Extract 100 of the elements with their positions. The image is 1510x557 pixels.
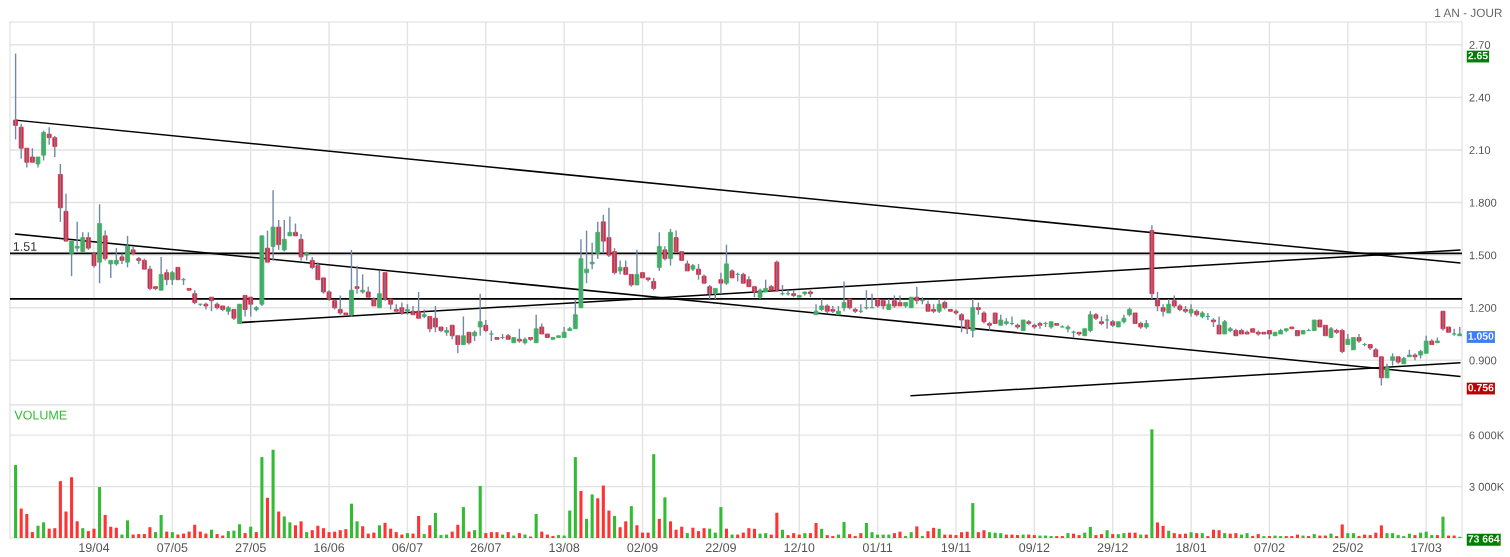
bar xyxy=(75,521,79,538)
bar xyxy=(428,525,432,538)
bar xyxy=(674,529,678,538)
bar xyxy=(1245,533,1249,538)
bar xyxy=(310,530,314,538)
x-tick-label: 02/09 xyxy=(627,542,658,553)
bar xyxy=(976,532,980,538)
bar xyxy=(81,528,85,538)
bar xyxy=(657,518,661,538)
bar xyxy=(590,494,594,538)
bar xyxy=(624,521,628,538)
bar xyxy=(109,526,113,538)
candlestick xyxy=(589,242,595,270)
bar xyxy=(456,524,460,538)
bar xyxy=(680,526,684,538)
bar xyxy=(226,531,230,538)
bar xyxy=(1099,534,1104,538)
bar xyxy=(1133,532,1137,538)
bar xyxy=(1189,532,1193,538)
candlestick xyxy=(690,263,696,272)
bar xyxy=(808,533,812,538)
bar xyxy=(579,490,583,538)
bar xyxy=(237,524,242,538)
bar xyxy=(249,526,253,538)
bar xyxy=(271,449,275,538)
bar xyxy=(53,528,57,538)
bar xyxy=(814,522,818,538)
bar xyxy=(948,534,952,538)
bar xyxy=(450,531,454,538)
bar xyxy=(1161,525,1165,538)
candlestick xyxy=(701,273,707,284)
bar xyxy=(1116,534,1120,538)
bar xyxy=(517,533,521,538)
bar xyxy=(1407,533,1411,538)
bar xyxy=(993,532,997,538)
bar xyxy=(1211,529,1216,538)
text: 1 AN - JOUR xyxy=(1435,8,1502,18)
bar xyxy=(1016,535,1020,538)
bar xyxy=(254,532,258,538)
bar xyxy=(209,529,214,538)
bar xyxy=(892,533,896,538)
candlestick xyxy=(1216,315,1222,335)
bar xyxy=(691,527,695,538)
bar xyxy=(1312,534,1316,538)
bar xyxy=(1379,525,1383,538)
candlestick xyxy=(1356,333,1362,344)
bar xyxy=(321,528,325,538)
bar xyxy=(489,532,493,538)
bar xyxy=(389,528,393,538)
bar xyxy=(864,522,868,538)
bar xyxy=(439,535,443,538)
x-tick-label: 06/07 xyxy=(392,542,423,553)
candlestick xyxy=(203,301,209,311)
bar xyxy=(1183,533,1188,538)
bar xyxy=(478,486,482,538)
bar xyxy=(1340,524,1344,538)
x-tick-label: 18/01 xyxy=(1176,542,1207,553)
bar xyxy=(1391,533,1395,538)
bar xyxy=(876,534,880,538)
bar xyxy=(243,533,247,538)
bar xyxy=(1419,532,1423,538)
x-tick-label: 01/11 xyxy=(862,542,893,553)
bar xyxy=(1083,532,1087,538)
candlestick xyxy=(796,294,802,298)
bar xyxy=(1105,530,1109,538)
bar xyxy=(842,521,846,538)
bar xyxy=(198,531,202,538)
bar xyxy=(747,528,751,538)
bar xyxy=(685,533,689,538)
bar xyxy=(1413,535,1417,538)
bar xyxy=(187,531,191,538)
bar xyxy=(86,531,90,538)
bar xyxy=(1441,516,1445,538)
bar xyxy=(1027,534,1031,538)
candlestick xyxy=(1188,303,1194,318)
bar xyxy=(943,534,947,538)
bar xyxy=(417,515,421,538)
y-tick-label: 3 000K xyxy=(1469,482,1505,491)
bar xyxy=(19,508,23,538)
bar xyxy=(126,520,130,538)
bar xyxy=(215,534,219,538)
bar xyxy=(159,514,163,538)
bar xyxy=(14,464,18,538)
candlestick xyxy=(1160,303,1166,318)
candlestick xyxy=(35,156,41,169)
bar xyxy=(377,525,381,538)
bar xyxy=(142,534,146,538)
candlestick xyxy=(186,287,192,291)
bar xyxy=(999,533,1003,538)
bar xyxy=(148,527,152,538)
x-tick-label: 07/05 xyxy=(157,542,188,553)
text: 1.050 xyxy=(1468,332,1494,340)
bar xyxy=(70,477,74,538)
bar xyxy=(1004,534,1008,538)
bar xyxy=(629,506,633,538)
y-tick-label: 2.10 xyxy=(1469,146,1491,155)
candlestick xyxy=(354,264,360,295)
bar xyxy=(1368,535,1372,538)
x-tick-label: 12/10 xyxy=(784,542,815,553)
bar xyxy=(405,533,409,538)
